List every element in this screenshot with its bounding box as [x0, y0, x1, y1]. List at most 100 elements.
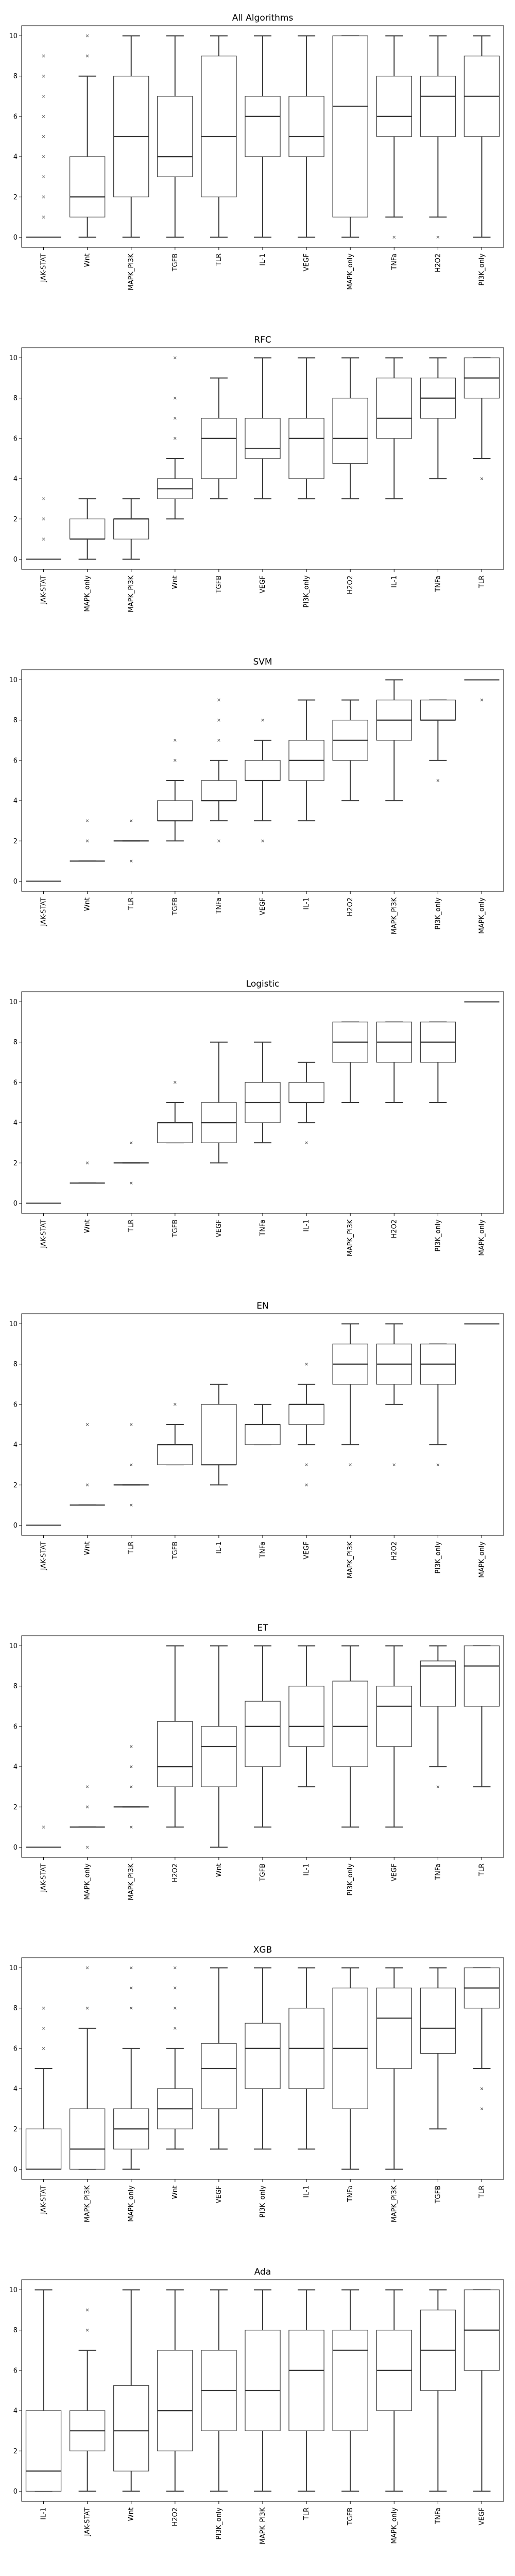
- subplot-title: All Algorithms: [232, 13, 294, 23]
- box-PI3K_only: [420, 1343, 456, 1467]
- box-MAPK_only: [376, 2289, 412, 2492]
- box-Wnt: [201, 1645, 237, 1848]
- x-tick-label: H2O2: [347, 897, 354, 917]
- box-PI3K_only: [332, 1645, 368, 1828]
- box-Wnt: [70, 1161, 105, 1184]
- box-TLR: [113, 819, 149, 863]
- box-MAPK_only: [113, 1966, 149, 2170]
- outlier-marker: [42, 94, 45, 98]
- box-TNFa: [420, 1645, 456, 1789]
- x-tick-label: PI3K_only: [434, 897, 442, 930]
- iqr-box: [464, 1645, 500, 1707]
- outlier-marker: [305, 1141, 308, 1145]
- outlier-marker: [217, 738, 220, 742]
- x-tick-label: MAPK_only: [390, 2507, 398, 2544]
- y-tick-label: 6: [13, 757, 18, 765]
- y-tick-label: 0: [13, 1844, 18, 1852]
- box-IL-1: [288, 699, 324, 822]
- x-tick-label: H2O2: [390, 1541, 398, 1561]
- box-TGFB: [201, 377, 237, 500]
- x-tick-label: TNFa: [434, 575, 442, 592]
- outlier-marker: [85, 819, 89, 823]
- box-MAPK_PI3K: [113, 35, 149, 238]
- box-TLR: [288, 2289, 324, 2492]
- outlier-marker: [42, 1825, 45, 1829]
- box-VEGF: [288, 1362, 324, 1487]
- iqr-box: [332, 1681, 368, 1767]
- iqr-box: [332, 398, 368, 464]
- outlier-marker: [436, 1463, 440, 1467]
- x-tick-label: MAPK_PI3K: [347, 1219, 354, 1257]
- x-tick-label: VEGF: [303, 1541, 311, 1560]
- iqr-box: [201, 418, 237, 479]
- iqr-box: [69, 2108, 106, 2170]
- x-tick-label: TLR: [128, 1541, 135, 1554]
- outlier-marker: [173, 2006, 177, 2010]
- box-TGFB: [157, 1403, 193, 1466]
- outlier-marker: [480, 2107, 484, 2111]
- x-tick-label: TLR: [128, 897, 135, 910]
- box-Wnt: [70, 819, 105, 862]
- outlier-marker: [42, 517, 45, 521]
- y-tick-label: 10: [9, 676, 18, 684]
- y-tick-label: 10: [9, 2286, 18, 2294]
- x-tick-label: TGFB: [171, 1541, 179, 1560]
- x-tick-label: IL-1: [303, 1219, 311, 1232]
- y-tick-label: 2: [13, 1804, 18, 1811]
- box-H2O2: [376, 1021, 412, 1103]
- y-tick-label: 2: [13, 1160, 18, 1167]
- x-tick-label: TNFa: [434, 1863, 442, 1880]
- outlier-marker: [85, 1483, 89, 1487]
- outlier-marker: [173, 738, 177, 742]
- box-IL-1: [288, 1645, 324, 1788]
- subplot-4: Logistic 0 2 4 6 8 10 JAK-STAT Wnt TLR TGFB VEGF TNF…: [9, 979, 504, 1256]
- iqr-box: [288, 2330, 324, 2431]
- subplot-3: SVM 0 2 4 6 8 10 JAK-STAT Wnt TLR TGFB TNFa VEGF IL-1…: [9, 657, 504, 934]
- outlier-marker: [480, 698, 484, 702]
- iqr-box: [376, 1987, 412, 2069]
- x-tick-label: JAK-STAT: [84, 2507, 92, 2536]
- box-VEGF: [376, 1645, 412, 1828]
- box-MAPK_PI3K: [69, 1966, 106, 2170]
- box-MAPK_only: [464, 679, 500, 702]
- iqr-box: [420, 699, 456, 721]
- y-tick-label: 10: [9, 998, 18, 1006]
- box-JAK-STAT: [26, 497, 61, 560]
- outlier-marker: [480, 477, 484, 480]
- y-tick-label: 8: [13, 2327, 18, 2334]
- box-JAK-STAT: [69, 2308, 106, 2492]
- iqr-box: [288, 1404, 324, 1425]
- box-MAPK_PI3K: [113, 498, 149, 560]
- y-tick-label: 4: [13, 798, 18, 805]
- outlier-marker: [305, 1362, 308, 1366]
- iqr-box: [288, 96, 324, 157]
- box-PI3K_only: [420, 1021, 456, 1103]
- y-tick-label: 8: [13, 395, 18, 402]
- y-tick-label: 4: [13, 476, 18, 483]
- y-tick-label: 10: [9, 1964, 18, 1972]
- x-tick-label: TNFa: [259, 1541, 267, 1558]
- box-TGFB: [157, 1081, 193, 1144]
- x-tick-label: VEGF: [215, 2185, 223, 2204]
- box-TLR: [113, 1141, 149, 1185]
- iqr-box: [113, 518, 149, 540]
- box-Wnt: [69, 34, 106, 238]
- x-tick-label: VEGF: [390, 1863, 398, 1882]
- box-PI3K_only: [464, 35, 500, 238]
- box-TLR: [464, 1645, 500, 1788]
- y-tick-label: 0: [13, 1522, 18, 1530]
- x-tick-label: H2O2: [347, 575, 354, 595]
- y-tick-label: 6: [13, 113, 18, 121]
- iqr-box: [157, 1444, 193, 1465]
- box-TGFB: [157, 35, 193, 238]
- box-H2O2: [332, 357, 368, 500]
- outlier-marker: [129, 2006, 133, 2010]
- y-tick-label: 0: [13, 2166, 18, 2174]
- outlier-marker: [392, 1463, 396, 1467]
- box-PI3K_only: [245, 1967, 281, 2150]
- x-tick-label: Wnt: [171, 575, 179, 589]
- x-tick-label: TGFB: [434, 2185, 442, 2204]
- iqr-box: [376, 1686, 412, 1747]
- box-TNFa: [376, 35, 412, 239]
